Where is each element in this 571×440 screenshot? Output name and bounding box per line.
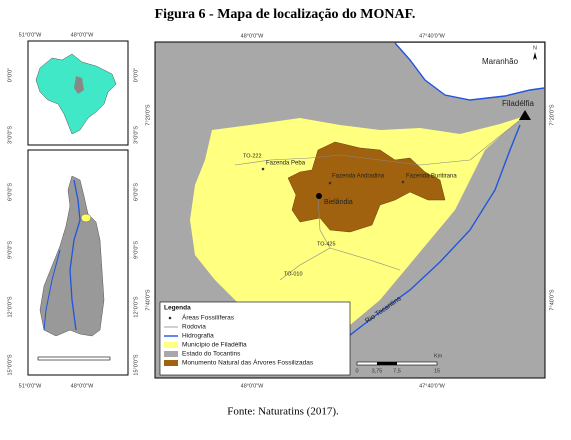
city-marker	[519, 110, 531, 120]
legend-label: Município de Filadélfia	[182, 342, 247, 349]
fossil-site	[261, 167, 265, 171]
coord-label: 48°0'0"W	[71, 32, 94, 38]
coord-label: 48°0'0"W	[241, 33, 264, 39]
north-arrow	[533, 52, 537, 60]
coord-label: 15°0'0"S	[7, 354, 13, 375]
legend-label: Monumento Natural das Árvores Fossilizad…	[182, 358, 314, 367]
coord-label: 0°0'0"	[133, 68, 139, 82]
fossil-site	[328, 181, 332, 185]
scale-bar-segment	[377, 362, 397, 365]
legend-swatch	[164, 351, 178, 357]
inset-scale-bar	[37, 356, 111, 361]
maranhao-area	[395, 43, 544, 100]
coord-label: 7°20'0"S	[145, 104, 151, 125]
town-marker	[316, 193, 322, 199]
scale-label: 3,75	[372, 368, 383, 374]
coord-label: 7°40'0"S	[549, 289, 555, 310]
coord-label: 7°40'0"S	[145, 289, 151, 310]
road	[234, 115, 526, 166]
figure-title: Figura 6 - Mapa de localização do MONAF.	[155, 7, 416, 22]
road	[329, 247, 401, 271]
coord-label: 48°0'0"W	[71, 383, 94, 389]
legend-swatch	[168, 316, 172, 320]
tocantins-highlight	[74, 76, 84, 94]
monaf-area	[287, 141, 446, 233]
legend-swatch	[164, 360, 178, 366]
legend-box	[159, 301, 351, 376]
coord-label: 48°0'0"W	[241, 383, 264, 389]
place-label: TO-425	[317, 241, 336, 247]
place-label: Fazenda Peba	[266, 161, 306, 167]
coord-label: 3°0'0"S	[7, 126, 13, 144]
north-label: N	[533, 45, 537, 51]
place-label: TO-222	[243, 153, 262, 159]
coord-label: 15°0'0"S	[133, 354, 139, 375]
river	[69, 179, 81, 331]
coord-label: 7°20'0"S	[549, 104, 555, 125]
caption: Fonte: Naturatins (2017).	[227, 406, 339, 418]
scale-label: 7,5	[393, 368, 401, 374]
river	[394, 42, 545, 101]
coord-label: 47°40'0"W	[419, 33, 445, 39]
place-label: Fazenda Buritirana	[406, 174, 457, 180]
filadelfia-highlight	[80, 213, 92, 223]
place-label: Fazenda Andradina	[332, 174, 385, 180]
place-label: Maranhão	[482, 57, 519, 66]
legend-label: Estado do Tocantins	[182, 351, 241, 358]
place-label: TO-010	[284, 271, 303, 277]
place-label: Bielândia	[324, 199, 353, 206]
coord-label: 12°0'0"S	[7, 296, 13, 317]
place-label: Filadélfia	[502, 99, 535, 108]
coord-label: 9°0'0"S	[7, 241, 13, 259]
legend-label: Rodovia	[182, 324, 206, 331]
coord-label: 0°0'0"	[7, 68, 13, 82]
coord-label: 51°0'0"W	[19, 383, 42, 389]
fossil-site	[401, 180, 405, 184]
municipio-filadelfia	[190, 116, 525, 345]
coord-label: 6°0'0"S	[7, 183, 13, 201]
river	[43, 249, 61, 331]
scale-unit: Km	[434, 353, 443, 359]
coord-label: 51°0'0"W	[19, 32, 42, 38]
river	[309, 124, 521, 363]
scale-label: 0	[355, 368, 358, 374]
scale-label: 15	[434, 368, 440, 374]
coord-label: 6°0'0"S	[133, 183, 139, 201]
coord-label: 9°0'0"S	[133, 241, 139, 259]
legend-label: Áreas Fossilíferas	[182, 313, 235, 322]
brazil-map	[35, 53, 117, 135]
legend-title: Legenda	[164, 305, 191, 312]
coord-label: 3°0'0"S	[133, 126, 139, 144]
coord-label: 47°40'0"W	[419, 383, 445, 389]
coord-label: 12°0'0"S	[133, 296, 139, 317]
legend-swatch	[164, 342, 178, 348]
legend-label: Hidrografia	[182, 333, 214, 340]
